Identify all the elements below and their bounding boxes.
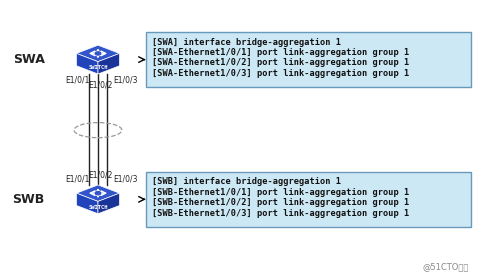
Text: SWITCH: SWITCH	[88, 65, 108, 70]
Circle shape	[94, 191, 102, 195]
Text: E1/0/1: E1/0/1	[66, 75, 90, 84]
Text: [SWA] interface bridge-aggregation 1: [SWA] interface bridge-aggregation 1	[152, 38, 340, 47]
Text: E1/0/3: E1/0/3	[113, 175, 138, 184]
Polygon shape	[76, 193, 98, 214]
Text: [SWA-Ethernet1/0/3] port link-aggregation group 1: [SWA-Ethernet1/0/3] port link-aggregatio…	[152, 69, 409, 78]
Text: E1/0/3: E1/0/3	[113, 75, 138, 84]
Polygon shape	[76, 185, 120, 201]
Polygon shape	[76, 53, 98, 74]
Text: [SWA-Ethernet1/0/1] port link-aggregation group 1: [SWA-Ethernet1/0/1] port link-aggregatio…	[152, 48, 409, 57]
Text: [SWB] interface bridge-aggregation 1: [SWB] interface bridge-aggregation 1	[152, 178, 340, 186]
Text: E1/0/2: E1/0/2	[88, 170, 112, 179]
Text: @51CTO博客: @51CTO博客	[422, 262, 468, 271]
Text: [SWB-Ethernet1/0/1] port link-aggregation group 1: [SWB-Ethernet1/0/1] port link-aggregatio…	[152, 188, 409, 197]
Circle shape	[94, 51, 102, 56]
FancyBboxPatch shape	[146, 32, 471, 87]
Text: E1/0/2: E1/0/2	[88, 81, 112, 90]
Polygon shape	[98, 53, 120, 74]
Circle shape	[95, 192, 101, 195]
Circle shape	[95, 52, 101, 55]
Polygon shape	[76, 45, 120, 62]
Text: E1/0/1: E1/0/1	[66, 175, 90, 184]
Text: [SWA-Ethernet1/0/2] port link-aggregation group 1: [SWA-Ethernet1/0/2] port link-aggregatio…	[152, 58, 409, 67]
Text: [SWB-Ethernet1/0/2] port link-aggregation group 1: [SWB-Ethernet1/0/2] port link-aggregatio…	[152, 198, 409, 207]
Text: SWITCH: SWITCH	[88, 205, 108, 210]
FancyBboxPatch shape	[146, 172, 471, 227]
Text: SWA: SWA	[13, 53, 44, 66]
Text: SWB: SWB	[12, 193, 45, 206]
Polygon shape	[98, 193, 120, 214]
Text: [SWB-Ethernet1/0/3] port link-aggregation group 1: [SWB-Ethernet1/0/3] port link-aggregatio…	[152, 209, 409, 218]
